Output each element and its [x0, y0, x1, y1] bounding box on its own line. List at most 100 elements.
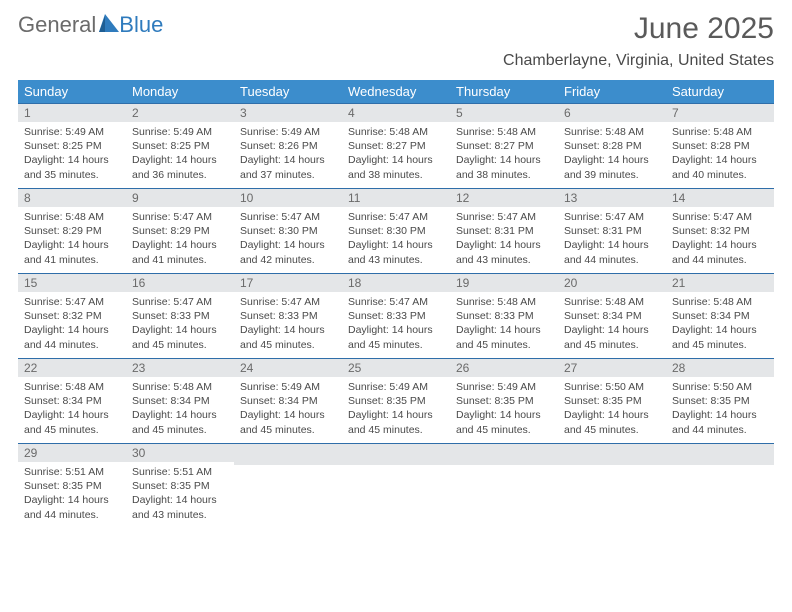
- daylight-text: Daylight: 14 hours and 40 minutes.: [672, 153, 768, 181]
- daylight-text: Daylight: 14 hours and 44 minutes.: [564, 238, 660, 266]
- day-details: Sunrise: 5:48 AMSunset: 8:34 PMDaylight:…: [558, 292, 666, 358]
- day-details: Sunrise: 5:47 AMSunset: 8:30 PMDaylight:…: [234, 207, 342, 273]
- date-number: 12: [450, 189, 558, 207]
- day-cell: [450, 444, 558, 528]
- week-row: 29Sunrise: 5:51 AMSunset: 8:35 PMDayligh…: [18, 443, 774, 528]
- sunset-text: Sunset: 8:35 PM: [132, 479, 228, 493]
- daylight-text: Daylight: 14 hours and 45 minutes.: [132, 323, 228, 351]
- day-details: Sunrise: 5:49 AMSunset: 8:35 PMDaylight:…: [450, 377, 558, 443]
- sunset-text: Sunset: 8:33 PM: [456, 309, 552, 323]
- day-cell: 19Sunrise: 5:48 AMSunset: 8:33 PMDayligh…: [450, 274, 558, 358]
- date-number: 15: [18, 274, 126, 292]
- date-number: 26: [450, 359, 558, 377]
- sunrise-text: Sunrise: 5:48 AM: [348, 125, 444, 139]
- week-row: 15Sunrise: 5:47 AMSunset: 8:32 PMDayligh…: [18, 273, 774, 358]
- sunrise-text: Sunrise: 5:50 AM: [672, 380, 768, 394]
- day-cell: 24Sunrise: 5:49 AMSunset: 8:34 PMDayligh…: [234, 359, 342, 443]
- sunset-text: Sunset: 8:30 PM: [348, 224, 444, 238]
- daylight-text: Daylight: 14 hours and 45 minutes.: [672, 323, 768, 351]
- dayname-friday: Friday: [558, 80, 666, 103]
- date-number: 27: [558, 359, 666, 377]
- day-details: Sunrise: 5:47 AMSunset: 8:29 PMDaylight:…: [126, 207, 234, 273]
- day-details: Sunrise: 5:50 AMSunset: 8:35 PMDaylight:…: [558, 377, 666, 443]
- sunrise-text: Sunrise: 5:48 AM: [132, 380, 228, 394]
- day-details: Sunrise: 5:48 AMSunset: 8:34 PMDaylight:…: [126, 377, 234, 443]
- day-cell: 3Sunrise: 5:49 AMSunset: 8:26 PMDaylight…: [234, 104, 342, 188]
- day-details: Sunrise: 5:48 AMSunset: 8:28 PMDaylight:…: [666, 122, 774, 188]
- sunset-text: Sunset: 8:28 PM: [672, 139, 768, 153]
- day-details: Sunrise: 5:49 AMSunset: 8:25 PMDaylight:…: [18, 122, 126, 188]
- day-details: Sunrise: 5:49 AMSunset: 8:35 PMDaylight:…: [342, 377, 450, 443]
- day-cell: 26Sunrise: 5:49 AMSunset: 8:35 PMDayligh…: [450, 359, 558, 443]
- day-details: Sunrise: 5:47 AMSunset: 8:32 PMDaylight:…: [18, 292, 126, 358]
- day-cell: 27Sunrise: 5:50 AMSunset: 8:35 PMDayligh…: [558, 359, 666, 443]
- daylight-text: Daylight: 14 hours and 39 minutes.: [564, 153, 660, 181]
- sunrise-text: Sunrise: 5:49 AM: [132, 125, 228, 139]
- sunset-text: Sunset: 8:34 PM: [240, 394, 336, 408]
- daylight-text: Daylight: 14 hours and 45 minutes.: [240, 323, 336, 351]
- daylight-text: Daylight: 14 hours and 45 minutes.: [348, 408, 444, 436]
- day-details: Sunrise: 5:49 AMSunset: 8:25 PMDaylight:…: [126, 122, 234, 188]
- sunset-text: Sunset: 8:34 PM: [672, 309, 768, 323]
- sunset-text: Sunset: 8:35 PM: [456, 394, 552, 408]
- date-number: 4: [342, 104, 450, 122]
- date-number: 18: [342, 274, 450, 292]
- date-number: 13: [558, 189, 666, 207]
- sunrise-text: Sunrise: 5:49 AM: [348, 380, 444, 394]
- date-number: 22: [18, 359, 126, 377]
- day-cell: 8Sunrise: 5:48 AMSunset: 8:29 PMDaylight…: [18, 189, 126, 273]
- day-cell: [234, 444, 342, 528]
- day-cell: 28Sunrise: 5:50 AMSunset: 8:35 PMDayligh…: [666, 359, 774, 443]
- day-cell: 18Sunrise: 5:47 AMSunset: 8:33 PMDayligh…: [342, 274, 450, 358]
- daylight-text: Daylight: 14 hours and 44 minutes.: [24, 493, 120, 521]
- day-cell: 23Sunrise: 5:48 AMSunset: 8:34 PMDayligh…: [126, 359, 234, 443]
- daylight-text: Daylight: 14 hours and 41 minutes.: [24, 238, 120, 266]
- date-number: [342, 444, 450, 465]
- sunset-text: Sunset: 8:31 PM: [564, 224, 660, 238]
- day-cell: 15Sunrise: 5:47 AMSunset: 8:32 PMDayligh…: [18, 274, 126, 358]
- day-cell: 22Sunrise: 5:48 AMSunset: 8:34 PMDayligh…: [18, 359, 126, 443]
- sail-icon: [99, 12, 119, 38]
- sunset-text: Sunset: 8:35 PM: [564, 394, 660, 408]
- day-details: Sunrise: 5:47 AMSunset: 8:31 PMDaylight:…: [450, 207, 558, 273]
- sunset-text: Sunset: 8:25 PM: [24, 139, 120, 153]
- title-block: June 2025 Chamberlayne, Virginia, United…: [503, 12, 774, 70]
- sunrise-text: Sunrise: 5:47 AM: [240, 295, 336, 309]
- dayname-wednesday: Wednesday: [342, 80, 450, 103]
- brand-word-1: General: [18, 12, 96, 38]
- daylight-text: Daylight: 14 hours and 45 minutes.: [564, 323, 660, 351]
- day-details: Sunrise: 5:47 AMSunset: 8:33 PMDaylight:…: [126, 292, 234, 358]
- daylight-text: Daylight: 14 hours and 45 minutes.: [348, 323, 444, 351]
- day-details: Sunrise: 5:51 AMSunset: 8:35 PMDaylight:…: [18, 462, 126, 528]
- sunset-text: Sunset: 8:34 PM: [564, 309, 660, 323]
- daylight-text: Daylight: 14 hours and 38 minutes.: [456, 153, 552, 181]
- day-details: Sunrise: 5:48 AMSunset: 8:34 PMDaylight:…: [666, 292, 774, 358]
- daylight-text: Daylight: 14 hours and 37 minutes.: [240, 153, 336, 181]
- day-details: Sunrise: 5:47 AMSunset: 8:31 PMDaylight:…: [558, 207, 666, 273]
- date-number: [234, 444, 342, 465]
- day-details: Sunrise: 5:48 AMSunset: 8:34 PMDaylight:…: [18, 377, 126, 443]
- sunrise-text: Sunrise: 5:48 AM: [564, 295, 660, 309]
- calendar-grid: Sunday Monday Tuesday Wednesday Thursday…: [18, 80, 774, 528]
- daylight-text: Daylight: 14 hours and 45 minutes.: [132, 408, 228, 436]
- sunrise-text: Sunrise: 5:51 AM: [24, 465, 120, 479]
- daylight-text: Daylight: 14 hours and 38 minutes.: [348, 153, 444, 181]
- day-cell: [342, 444, 450, 528]
- daylight-text: Daylight: 14 hours and 44 minutes.: [672, 408, 768, 436]
- day-cell: 16Sunrise: 5:47 AMSunset: 8:33 PMDayligh…: [126, 274, 234, 358]
- date-number: [666, 444, 774, 465]
- daylight-text: Daylight: 14 hours and 44 minutes.: [672, 238, 768, 266]
- day-details: Sunrise: 5:47 AMSunset: 8:32 PMDaylight:…: [666, 207, 774, 273]
- dayname-row: Sunday Monday Tuesday Wednesday Thursday…: [18, 80, 774, 103]
- daylight-text: Daylight: 14 hours and 45 minutes.: [564, 408, 660, 436]
- day-cell: 5Sunrise: 5:48 AMSunset: 8:27 PMDaylight…: [450, 104, 558, 188]
- date-number: 29: [18, 444, 126, 462]
- dayname-sunday: Sunday: [18, 80, 126, 103]
- sunrise-text: Sunrise: 5:49 AM: [240, 380, 336, 394]
- sunrise-text: Sunrise: 5:49 AM: [24, 125, 120, 139]
- sunset-text: Sunset: 8:35 PM: [672, 394, 768, 408]
- date-number: 11: [342, 189, 450, 207]
- sunrise-text: Sunrise: 5:47 AM: [132, 210, 228, 224]
- dayname-monday: Monday: [126, 80, 234, 103]
- sunset-text: Sunset: 8:34 PM: [24, 394, 120, 408]
